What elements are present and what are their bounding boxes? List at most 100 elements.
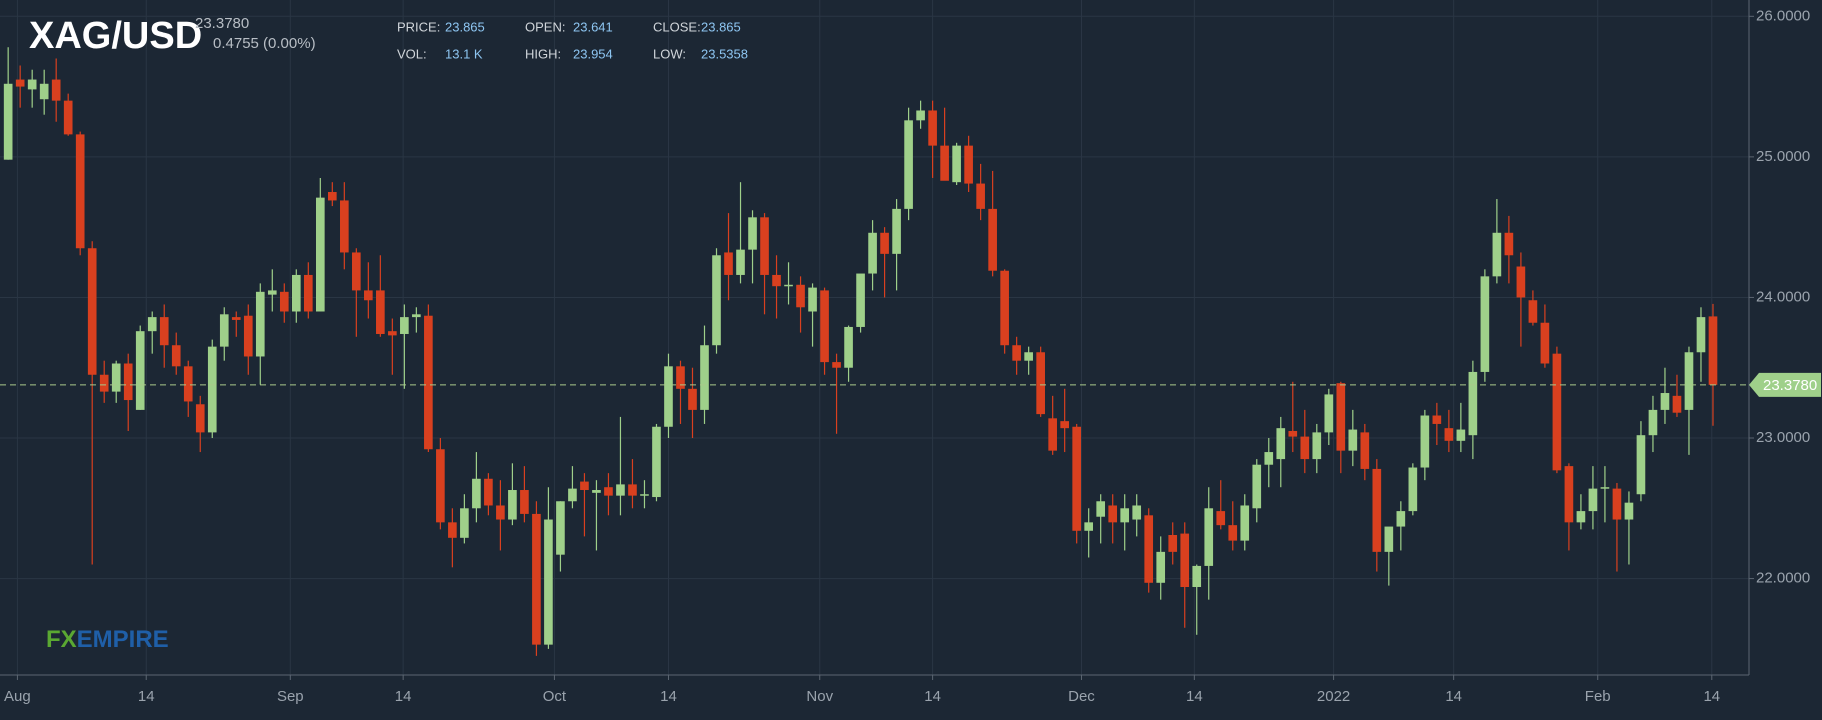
candle-body <box>616 484 625 496</box>
candle-body <box>1708 316 1718 385</box>
candle-body <box>676 366 685 389</box>
x-tick-label: 14 <box>138 688 155 705</box>
candle-body <box>1372 468 1382 552</box>
candle-body <box>460 508 469 538</box>
candle-body <box>1468 371 1478 436</box>
candle-body <box>1192 565 1202 588</box>
candle-body <box>556 501 565 555</box>
candle-body <box>1048 418 1057 451</box>
candle-body <box>544 519 553 645</box>
x-tick-label: Sep <box>277 688 304 705</box>
candle-body <box>51 79 61 101</box>
candle-body <box>340 200 349 253</box>
info-value: 23.865 <box>445 19 485 34</box>
candle-body <box>1456 429 1466 441</box>
candle-body <box>412 314 421 318</box>
candle-body <box>520 490 529 514</box>
candle-body <box>592 490 601 493</box>
info-value: 23.641 <box>573 19 613 34</box>
candle-body <box>1684 352 1694 410</box>
candle-body <box>1120 508 1130 523</box>
candle-body <box>952 145 961 183</box>
candle-body <box>1672 395 1682 413</box>
candle-body <box>219 314 229 347</box>
x-tick-label: 14 <box>1703 688 1720 705</box>
candle-body <box>772 274 781 287</box>
info-value: 23.865 <box>701 19 741 34</box>
last-price-label: 23.3780 <box>1763 377 1817 394</box>
x-tick-label: 14 <box>395 688 412 705</box>
candle-body <box>1504 232 1514 256</box>
candle-body <box>748 217 757 250</box>
candle-body <box>496 505 505 520</box>
candle-body <box>1072 426 1081 531</box>
candle-body <box>1132 505 1142 520</box>
candle-body <box>1240 505 1250 541</box>
candle-body <box>976 183 985 209</box>
candle-body <box>123 363 133 401</box>
candle-body <box>1360 432 1370 469</box>
candle-body <box>3 83 13 160</box>
candle-body <box>1276 428 1286 460</box>
candle-body <box>628 484 637 496</box>
header-price: 23.3780 <box>195 15 249 32</box>
candle-body <box>1552 353 1562 471</box>
symbol-title: XAG/USD <box>29 15 202 57</box>
candle-body <box>1480 276 1490 372</box>
candle-body <box>856 273 865 327</box>
candle-body <box>1576 511 1586 523</box>
candle-body <box>231 317 241 320</box>
candle-body <box>207 346 217 433</box>
candle-body <box>1024 352 1033 361</box>
candle-body <box>796 284 805 308</box>
candle-body <box>87 248 97 375</box>
candle-body <box>1348 429 1358 451</box>
candle-body <box>844 326 853 368</box>
candle-body <box>1648 409 1658 436</box>
candle-body <box>1228 525 1238 541</box>
candle-body <box>135 331 145 410</box>
candle-body <box>1096 501 1106 517</box>
y-tick-label: 23.0000 <box>1756 429 1810 446</box>
candle-body <box>808 287 817 312</box>
y-tick-label: 24.0000 <box>1756 288 1810 305</box>
candle-body <box>688 388 697 410</box>
info-value: 13.1 K <box>445 46 483 61</box>
candle-body <box>111 363 121 392</box>
info-label: LOW: <box>653 46 686 61</box>
y-tick-label: 26.0000 <box>1756 7 1810 24</box>
candle-body <box>255 291 265 357</box>
candles <box>0 47 1749 656</box>
candle-body <box>1528 300 1538 323</box>
x-tick-label: Aug <box>4 688 31 705</box>
watermark-empire: EMPIRE <box>77 626 169 653</box>
candle-body <box>1540 322 1550 364</box>
candle-body <box>832 362 841 368</box>
x-tick-label: Nov <box>806 688 833 705</box>
y-tick-label: 25.0000 <box>1756 148 1810 165</box>
candle-body <box>1636 435 1646 495</box>
candle-body <box>1588 488 1598 512</box>
info-label: CLOSE: <box>653 19 701 34</box>
candle-body <box>880 232 889 254</box>
candle-body <box>760 217 769 275</box>
candle-body <box>700 345 709 410</box>
candle-body <box>15 79 25 87</box>
candle-body <box>1204 508 1214 566</box>
y-tick-label: 22.0000 <box>1756 570 1810 587</box>
candle-body <box>1420 415 1430 468</box>
candle-body <box>1000 270 1009 346</box>
candle-body <box>1408 467 1418 512</box>
candle-body <box>195 404 205 433</box>
candle-body <box>988 208 997 271</box>
candle-body <box>436 449 445 523</box>
candle-body <box>1252 464 1262 509</box>
candle-body <box>243 315 253 357</box>
candle-body <box>291 274 301 312</box>
x-tick-label: 14 <box>1186 688 1203 705</box>
info-value: 23.954 <box>573 46 613 61</box>
candle-body <box>1108 505 1118 523</box>
candle-body <box>1384 526 1394 552</box>
